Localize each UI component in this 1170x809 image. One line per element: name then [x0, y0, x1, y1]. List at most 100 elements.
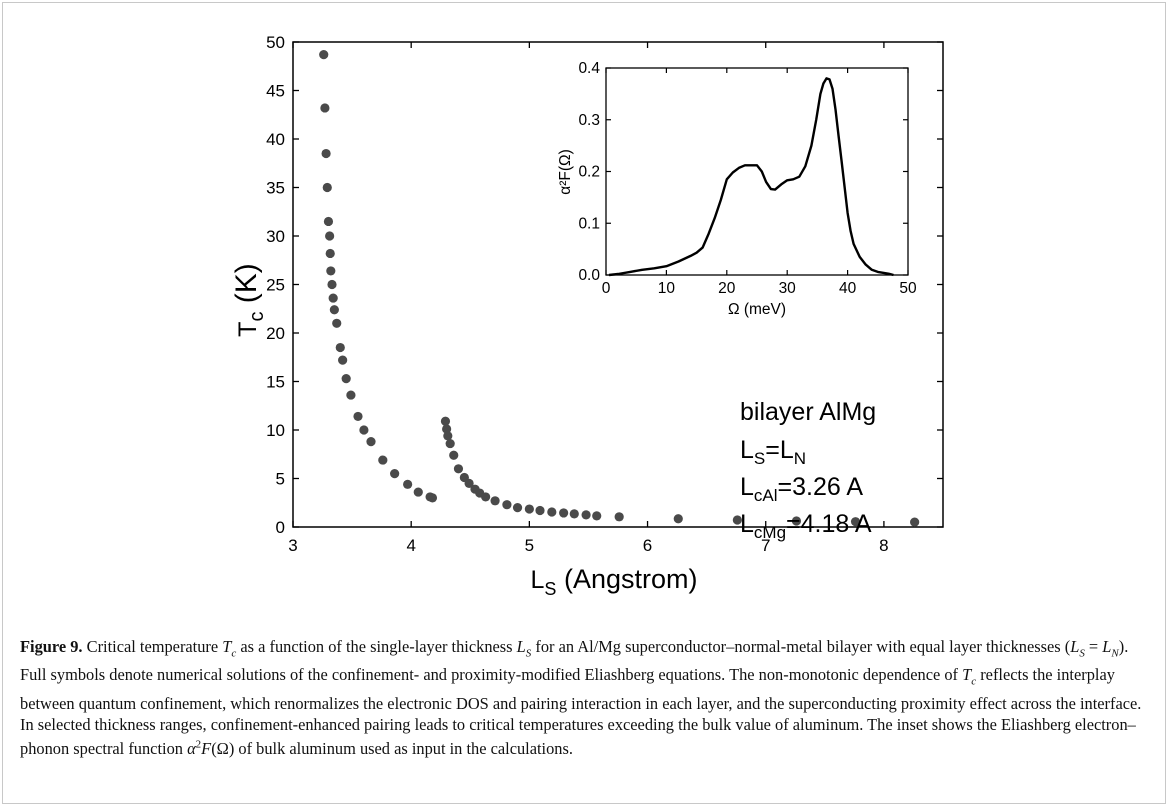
data-point: [332, 318, 342, 328]
inset-x-tick-label: 40: [839, 280, 857, 297]
figure-caption-text: Critical temperature Tc as a function of…: [20, 637, 1142, 759]
data-point: [535, 505, 545, 516]
main-x-tick-label: 5: [525, 536, 534, 555]
main-y-tick-label: 20: [266, 324, 285, 343]
main-data-points: [319, 50, 920, 527]
data-point: [502, 500, 512, 510]
annotation-lcal: LcAl=3.26 A: [740, 473, 863, 505]
data-point: [547, 507, 557, 517]
inset-x-ticks: 0 10 20 30 40 50: [602, 68, 917, 297]
data-point: [445, 438, 455, 449]
data-point: [559, 508, 569, 518]
data-point: [453, 464, 464, 474]
main-x-axis-label: LS (Angstrom): [531, 564, 698, 599]
data-point: [490, 496, 500, 506]
data-point: [328, 293, 338, 303]
inset-x-tick-label: 50: [899, 280, 917, 297]
main-y-tick-label: 0: [276, 518, 285, 537]
data-point: [326, 266, 336, 276]
main-y-axis-label-units: (K): [230, 263, 263, 303]
inset-y-tick-label: 0.3: [578, 112, 600, 129]
main-y-axis-label-sub: c: [246, 312, 268, 322]
main-x-axis-label-main: L: [531, 566, 545, 594]
main-x-axis-label-units: (Angstrom): [564, 564, 698, 594]
data-point: [329, 305, 339, 315]
data-point: [512, 503, 523, 513]
data-point: [732, 515, 742, 525]
data-point: [322, 182, 332, 193]
main-y-tick-label: 45: [266, 82, 285, 101]
inset-y-tick-label: 0.1: [578, 215, 600, 232]
data-point: [335, 342, 345, 353]
annotation-lcmg: LcMg=4.18 A: [740, 510, 872, 542]
data-point: [390, 469, 400, 479]
data-point: [403, 479, 413, 489]
data-point: [440, 416, 451, 426]
data-point: [320, 103, 330, 113]
data-point: [319, 50, 329, 60]
inset-x-tick-label: 10: [658, 280, 676, 297]
inset-x-tick-label: 20: [718, 280, 736, 297]
data-point: [427, 493, 438, 503]
data-point: [346, 390, 356, 400]
data-point: [321, 148, 331, 159]
main-x-tick-label: 8: [879, 536, 888, 555]
data-point: [592, 511, 602, 521]
annotation-bilayer: bilayer AlMg: [740, 398, 876, 426]
inset-x-tick-label: 30: [779, 280, 797, 297]
data-point: [524, 504, 534, 514]
data-point: [464, 478, 474, 488]
main-y-tick-label: 15: [266, 373, 285, 392]
annotation-ls-ln: LS=LN: [740, 436, 806, 468]
data-point: [581, 510, 591, 520]
inset-background: [606, 68, 908, 275]
main-y-tick-label: 50: [266, 33, 285, 52]
inset-y-tick-label: 0.4: [578, 60, 600, 77]
data-point: [481, 492, 491, 502]
data-point: [341, 373, 351, 384]
main-y-tick-label: 25: [266, 276, 285, 295]
main-y-tick-label: 10: [266, 421, 285, 440]
main-y-tick-label: 5: [276, 470, 285, 489]
data-point: [910, 517, 920, 527]
data-point: [325, 231, 335, 241]
figure-caption-label: Figure 9.: [20, 637, 83, 656]
data-point: [443, 431, 453, 441]
data-point: [366, 437, 376, 447]
inset-y-tick-label: 0.0: [578, 267, 600, 284]
data-point: [413, 487, 423, 497]
inset-spectral-line: [608, 77, 894, 277]
main-y-axis-label-main: T: [234, 322, 262, 337]
data-point: [327, 279, 337, 290]
data-point: [325, 248, 335, 259]
main-y-tick-label: 30: [266, 227, 285, 246]
inset-x-axis-label: Ω (meV): [728, 301, 786, 318]
data-point: [359, 425, 369, 435]
main-x-tick-label: 3: [288, 536, 297, 555]
data-point: [323, 216, 334, 227]
data-point: [850, 517, 861, 527]
inset-y-tick-label: 0.2: [578, 164, 600, 181]
main-x-axis-label-sub: S: [544, 579, 556, 599]
main-y-tick-label: 40: [266, 130, 285, 149]
inset-y-axis-label: α²F(Ω): [557, 149, 574, 195]
main-y-ticks: 0 5 10 15 20 25 30 35 40 45 50: [266, 33, 943, 537]
data-point: [338, 355, 348, 365]
inset-x-tick-label: 0: [602, 280, 611, 297]
data-point: [442, 424, 452, 434]
figure-caption: Figure 9. Critical temperature Tc as a f…: [20, 636, 1155, 759]
main-x-ticks: 3 4 5 6 7 8: [288, 42, 889, 555]
main-x-tick-label: 4: [406, 536, 415, 555]
data-point: [614, 512, 624, 522]
inset-y-ticks: 0.0 0.1 0.2 0.3 0.4: [578, 60, 908, 284]
main-x-tick-label: 7: [761, 536, 770, 555]
main-x-tick-label: 6: [643, 536, 652, 555]
data-point: [378, 455, 388, 465]
data-point: [569, 509, 579, 519]
data-point: [791, 516, 802, 526]
data-point: [353, 411, 363, 422]
data-point: [449, 450, 459, 460]
data-point: [673, 514, 683, 524]
